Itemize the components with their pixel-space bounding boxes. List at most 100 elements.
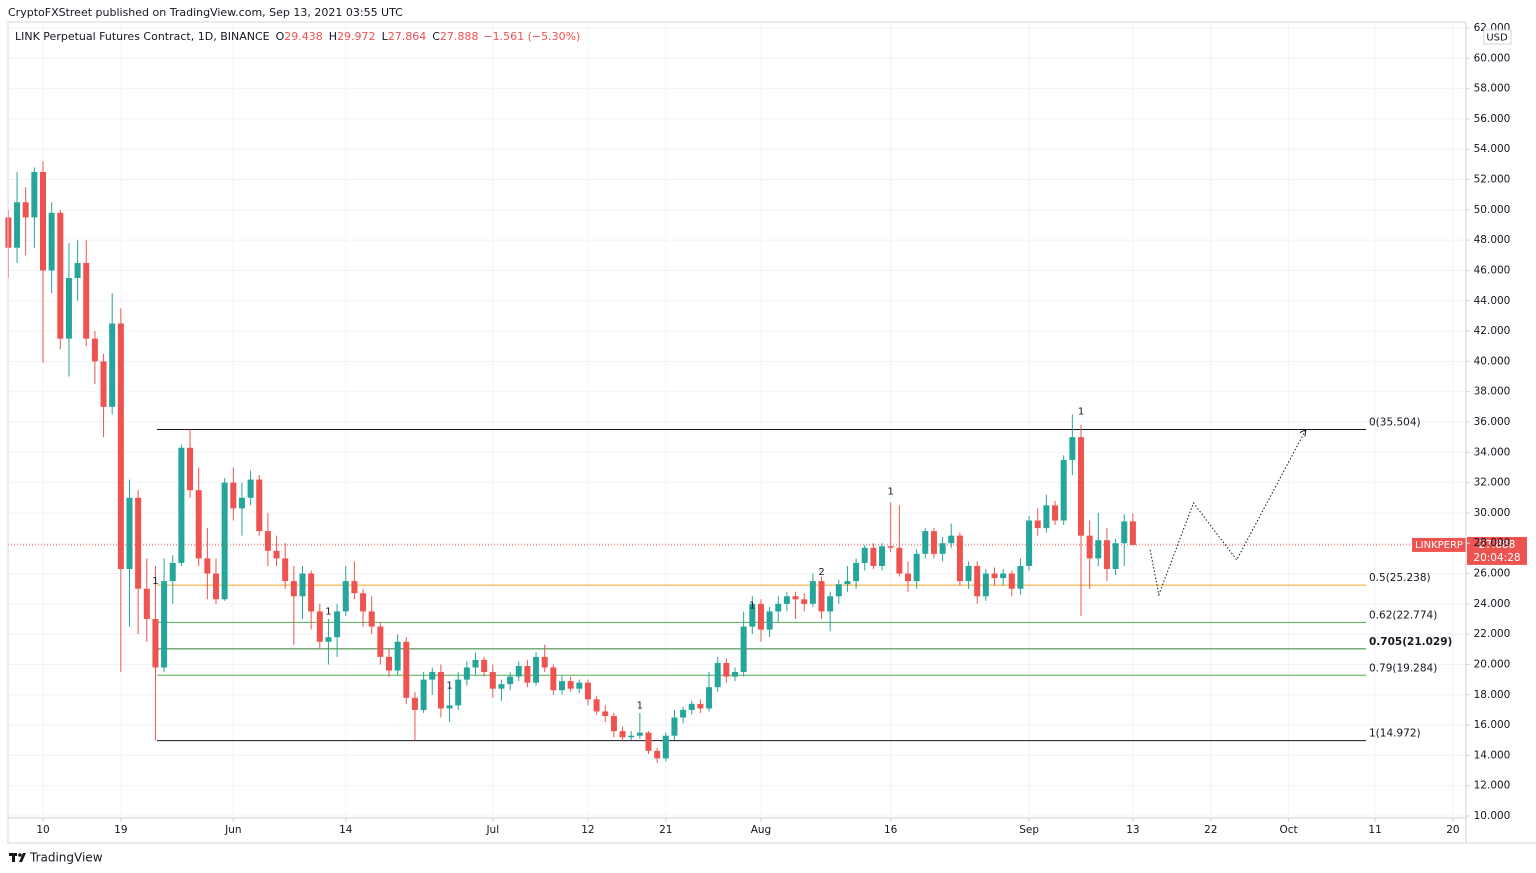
candle-body: [238, 497, 245, 509]
candle: [974, 561, 981, 604]
candle: [377, 622, 384, 665]
candle-body: [48, 212, 55, 271]
candle: [714, 656, 721, 692]
candle: [775, 596, 782, 623]
candle-body: [697, 703, 704, 709]
candle-body: [835, 584, 842, 597]
candle: [913, 549, 920, 589]
candle: [757, 599, 764, 642]
candle-body: [143, 588, 150, 619]
ohlc-key: H: [329, 30, 337, 43]
candle-body: [463, 667, 470, 680]
candle-body: [922, 531, 929, 554]
candle-body: [221, 482, 228, 600]
x-tick-label: Oct: [1280, 824, 1298, 836]
candle-body: [195, 490, 202, 559]
candle-body: [360, 593, 367, 612]
candle: [1095, 512, 1102, 566]
x-tick-label: Aug: [751, 824, 772, 836]
x-tick-label: 10: [36, 824, 49, 836]
candle: [887, 502, 894, 553]
candle-body: [437, 672, 444, 709]
candle: [308, 570, 315, 630]
candle: [204, 528, 211, 600]
y-tick-label: 26.000: [1474, 568, 1511, 580]
fib-level-label: 0.79(19.284): [1369, 662, 1437, 674]
candle: [1112, 538, 1119, 576]
candle-body: [204, 558, 211, 574]
candle: [827, 591, 834, 632]
candle: [472, 652, 479, 676]
candle-body: [1129, 521, 1136, 545]
candle: [740, 611, 747, 677]
candle-body: [801, 599, 808, 604]
y-tick-label: 54.000: [1474, 143, 1511, 155]
candle-body: [187, 447, 194, 491]
currency-box: [1483, 29, 1512, 45]
candle: [636, 712, 643, 739]
candle-body: [515, 665, 522, 677]
candle: [463, 661, 470, 686]
candle-body: [628, 735, 635, 738]
candle: [1078, 425, 1084, 616]
candle: [1026, 515, 1033, 571]
candle-body: [593, 699, 600, 712]
candle: [879, 543, 886, 571]
y-tick-label: 48.000: [1474, 234, 1511, 246]
candle: [446, 687, 453, 723]
fib-level-label: 0.5(25.238): [1369, 572, 1431, 584]
candle-body: [308, 573, 315, 612]
candle-body: [230, 482, 237, 509]
annotation: 1: [446, 681, 452, 692]
candle: [1052, 500, 1059, 526]
candle-body: [1043, 505, 1050, 529]
y-tick-label: 18.000: [1474, 689, 1511, 701]
candle-body: [783, 596, 790, 604]
candle: [91, 331, 98, 385]
candle: [706, 672, 713, 712]
candle: [584, 679, 591, 706]
candle: [948, 523, 955, 548]
candle-body: [896, 547, 903, 574]
y-tick-label: 50.000: [1474, 204, 1511, 216]
ohlc-value: 27.888: [440, 30, 479, 43]
publisher: CryptoFXStreet published on TradingView.…: [8, 6, 403, 19]
candle: [290, 565, 297, 645]
candle-body: [740, 626, 747, 673]
candle: [57, 209, 64, 350]
fib-level-label: 1(14.972): [1369, 728, 1421, 740]
candle: [100, 353, 107, 438]
candle: [619, 726, 626, 742]
candle-body: [671, 717, 678, 736]
candle: [576, 679, 583, 694]
candle-body: [1069, 437, 1076, 460]
y-tick-label: 56.000: [1474, 113, 1511, 125]
candle-body: [100, 361, 107, 407]
y-tick-label: 20.000: [1474, 658, 1511, 670]
candle: [247, 470, 254, 506]
candle-body: [766, 611, 773, 630]
candle-body: [619, 731, 626, 738]
candle-body: [1008, 573, 1015, 589]
candle: [264, 512, 271, 566]
candle: [853, 558, 860, 589]
candle-body: [377, 626, 384, 657]
candle: [143, 558, 150, 642]
candle: [1060, 455, 1067, 526]
candle-body: [533, 656, 540, 683]
candle-body: [991, 573, 998, 579]
candle-body: [316, 611, 323, 642]
candle: [801, 593, 808, 612]
candle: [1086, 520, 1093, 589]
candle-body: [83, 262, 90, 339]
candle-body: [282, 558, 289, 582]
candle-body: [965, 565, 972, 582]
candle-body: [775, 603, 782, 612]
candle: [342, 565, 349, 616]
y-tick-label: 16.000: [1474, 719, 1511, 731]
ohlc-key: L: [382, 30, 389, 43]
candle: [766, 606, 773, 638]
price-change: −1.561 (−5.30%): [483, 30, 580, 43]
candle: [835, 579, 842, 604]
candle-body: [913, 553, 920, 582]
